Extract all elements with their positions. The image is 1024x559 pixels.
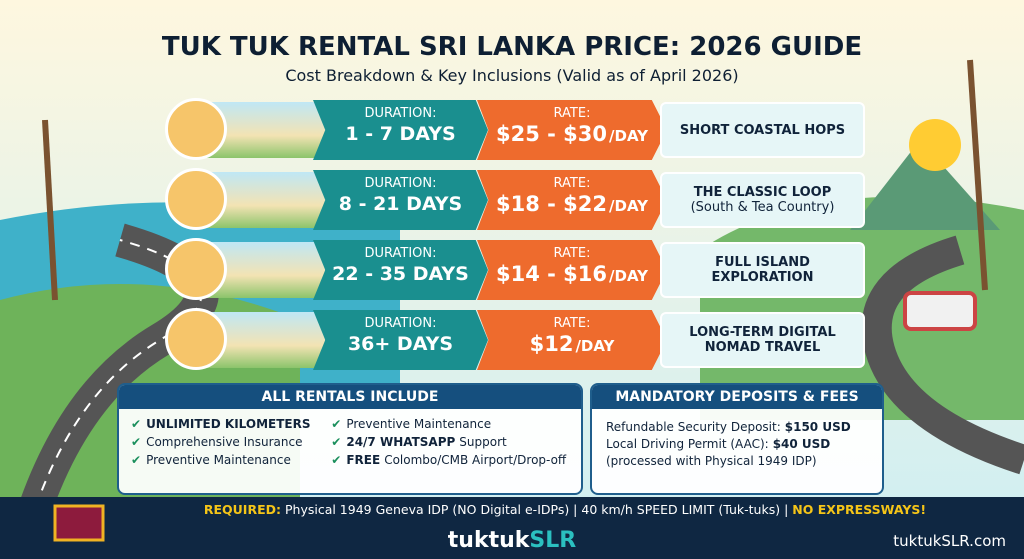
- deposits-box: MANDATORY DEPOSITS & FEES Refundable Sec…: [590, 383, 884, 495]
- banner-text: Physical 1949 Geneva IDP (NO Digital e-I…: [284, 502, 789, 517]
- deposits-list: Refundable Security Deposit: $150 USD Loca…: [592, 409, 882, 479]
- rate-unit: /DAY: [609, 197, 648, 215]
- row-description: FULL ISLAND EXPLORATION: [660, 242, 865, 298]
- deposits-title: MANDATORY DEPOSITS & FEES: [592, 385, 882, 409]
- row-icon: [165, 98, 227, 160]
- rate-block: RATE: $12/DAY: [477, 310, 667, 370]
- rate-label: RATE:: [553, 246, 591, 261]
- include-text: Support: [459, 435, 507, 449]
- duration-label: DURATION:: [364, 176, 437, 191]
- duration-label: DURATION:: [364, 246, 437, 261]
- rate-unit: /DAY: [609, 127, 648, 145]
- subtitle: Cost Breakdown & Key Inclusions (Valid a…: [285, 66, 739, 85]
- deposit-text: Refundable Security Deposit:: [606, 420, 781, 434]
- requirements-banner: REQUIRED: Physical 1949 Geneva IDP (NO D…: [125, 502, 1005, 517]
- include-strong: 24/7 WHATSAPP: [346, 435, 456, 449]
- include-text: Colombo/CMB Airport/Drop-off: [384, 453, 567, 467]
- duration-block: DURATION: 1 - 7 DAYS: [313, 100, 488, 160]
- duration-value: 36+ DAYS: [347, 333, 454, 355]
- rate-label: RATE:: [553, 316, 591, 331]
- deposit-text: Local Driving Permit (AAC):: [606, 437, 769, 451]
- rate-line: $14 - $16/DAY: [477, 262, 667, 286]
- rate-block: RATE: $18 - $22/DAY: [477, 170, 667, 230]
- banner-label: REQUIRED:: [203, 502, 281, 517]
- title: TUK TUK RENTAL SRI LANKA PRICE: 2026 GUI…: [161, 32, 863, 62]
- description-note: (South & Tea Country): [690, 200, 835, 215]
- rate-value: $12: [529, 332, 574, 356]
- include-item: UNLIMITED KILOMETERS: [131, 417, 317, 431]
- duration-label: DURATION:: [364, 106, 437, 121]
- rate-unit: /DAY: [575, 337, 615, 355]
- rate-block: RATE: $25 - $30/DAY: [477, 100, 667, 160]
- rate-value: $18 - $22: [496, 192, 608, 216]
- include-item: Comprehensive Insurance: [131, 435, 317, 449]
- description-text: SHORT COASTAL HOPS: [679, 122, 846, 138]
- description-text: LONG-TERM DIGITAL NOMAD TRAVEL: [689, 325, 836, 355]
- price-row: DURATION: 1 - 7 DAYS RATE: $25 - $30/DAY SHO…: [165, 98, 870, 162]
- include-strong: UNLIMITED KILOMETERS: [146, 417, 311, 431]
- row-description: LONG-TERM DIGITAL NOMAD TRAVEL: [660, 312, 865, 368]
- include-item: Preventive Maintenance: [331, 417, 569, 431]
- row-icon: [165, 308, 227, 370]
- include-item: Preventive Maintenance: [131, 453, 317, 467]
- rate-block: RATE: $14 - $16/DAY: [477, 240, 667, 300]
- duration-block: DURATION: 36+ DAYS: [313, 310, 488, 370]
- row-description: SHORT COASTAL HOPS: [660, 102, 865, 158]
- rate-value: $25 - $30: [496, 122, 608, 146]
- brand-logo: tuktukSLR: [0, 528, 1024, 553]
- description-text: FULL ISLAND EXPLORATION: [711, 255, 814, 285]
- duration-value: 22 - 35 DAYS: [332, 263, 469, 285]
- price-row: DURATION: 36+ DAYS RATE: $12/DAY LONG-TERM D…: [165, 308, 870, 372]
- brand-main: tuktuk: [447, 528, 530, 553]
- banner-alert: NO EXPRESSWAYS!: [792, 502, 927, 517]
- price-row: DURATION: 8 - 21 DAYS RATE: $18 - $22/DAY TH…: [165, 168, 870, 232]
- includes-box: ALL RENTALS INCLUDE UNLIMITED KILOMETERS…: [117, 383, 583, 495]
- row-icon: [165, 238, 227, 300]
- rate-line: $25 - $30/DAY: [477, 122, 667, 146]
- duration-block: DURATION: 8 - 21 DAYS: [313, 170, 488, 230]
- rate-value: $14 - $16: [496, 262, 608, 286]
- duration-value: 1 - 7 DAYS: [345, 123, 456, 145]
- rate-unit: /DAY: [609, 267, 648, 285]
- duration-value: 8 - 21 DAYS: [338, 193, 463, 215]
- include-text: Comprehensive Insurance: [146, 435, 303, 449]
- deposit-line: Refundable Security Deposit: $150 USD: [606, 420, 868, 434]
- deposit-line: (processed with Physical 1949 IDP): [606, 454, 868, 468]
- rate-line: $12/DAY: [477, 332, 667, 356]
- duration-label: DURATION:: [364, 316, 437, 331]
- deposit-line: Local Driving Permit (AAC): $40 USD: [606, 437, 868, 451]
- rate-label: RATE:: [553, 106, 591, 121]
- include-text: Preventive Maintenance: [346, 417, 492, 431]
- description-text: THE CLASSIC LOOP: [693, 185, 832, 200]
- rate-line: $18 - $22/DAY: [477, 192, 667, 216]
- include-text: Preventive Maintenance: [146, 453, 291, 467]
- row-description: THE CLASSIC LOOP (South & Tea Country): [660, 172, 865, 228]
- duration-block: DURATION: 22 - 35 DAYS: [313, 240, 488, 300]
- deposit-text: (processed with Physical 1949 IDP): [606, 454, 817, 468]
- includes-list: UNLIMITED KILOMETERS Comprehensive Insura…: [119, 409, 581, 475]
- brand-accent: SLR: [529, 528, 577, 553]
- deposit-amount: $40 USD: [772, 437, 831, 451]
- deposit-amount: $150 USD: [784, 420, 851, 434]
- includes-title: ALL RENTALS INCLUDE: [119, 385, 581, 409]
- price-row: DURATION: 22 - 35 DAYS RATE: $14 - $16/DAY F…: [165, 238, 870, 302]
- include-strong: FREE: [346, 453, 381, 467]
- website-url: tuktukSLR.com: [893, 532, 1006, 550]
- rate-label: RATE:: [553, 176, 591, 191]
- row-icon: [165, 168, 227, 230]
